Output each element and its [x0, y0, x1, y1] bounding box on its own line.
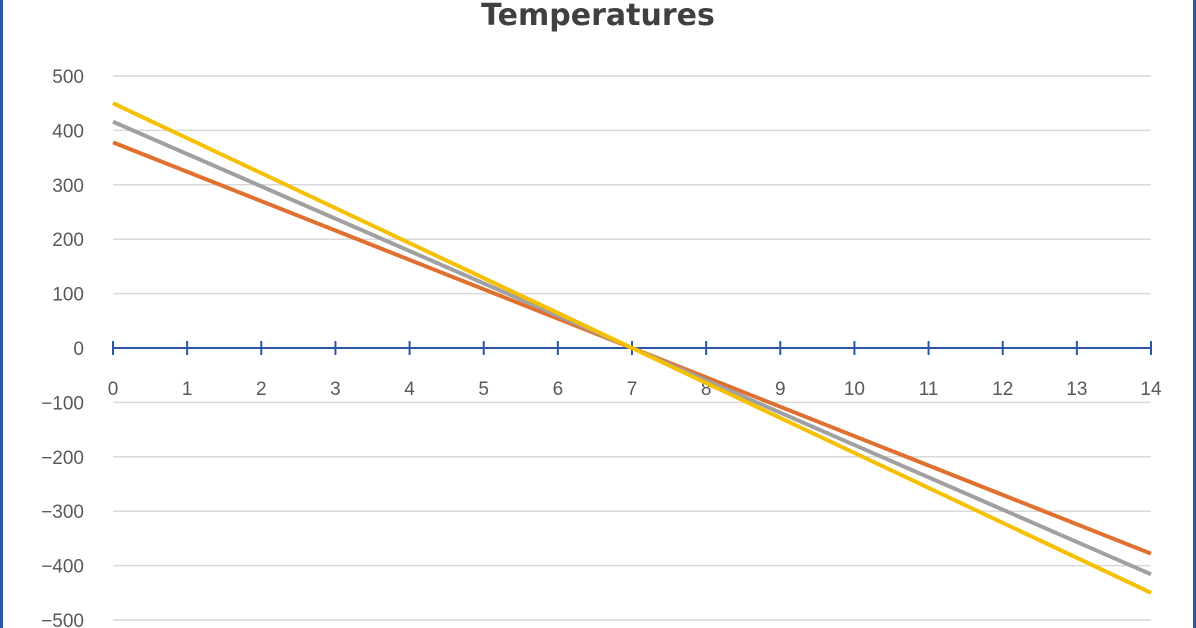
y-tick-label: −500	[41, 611, 84, 628]
y-tick-label: −100	[41, 393, 84, 414]
y-tick-label: −400	[41, 557, 84, 578]
x-tick-label: 6	[553, 379, 564, 400]
x-tick-label: 2	[256, 379, 267, 400]
x-tick-label: 3	[330, 379, 341, 400]
x-tick-label: 9	[775, 379, 786, 400]
chart-title: Temperatures	[481, 0, 715, 33]
x-tick-label: 12	[992, 379, 1013, 400]
x-tick-label: 1	[182, 379, 193, 400]
x-tick-label: 7	[627, 379, 638, 400]
x-tick-label: 8	[701, 379, 712, 400]
y-tick-label: −300	[41, 502, 84, 523]
x-tick-label: 10	[844, 379, 865, 400]
y-tick-label: 500	[52, 67, 84, 88]
x-tick-label: 11	[919, 379, 939, 400]
x-tick-label: 0	[108, 379, 119, 400]
y-tick-label: 400	[52, 121, 84, 142]
x-tick-label: 4	[404, 379, 415, 400]
series-line-3	[112, 101, 1152, 595]
y-tick-label: 300	[52, 176, 84, 197]
y-tick-label: 0	[73, 339, 84, 360]
x-tick-label: 14	[1140, 379, 1162, 400]
y-tick-label: 100	[52, 285, 84, 306]
y-tick-label: 200	[52, 230, 84, 251]
y-tick-label: −200	[41, 448, 84, 469]
x-tick-label: 5	[478, 379, 489, 400]
x-tick-label: 13	[1066, 379, 1087, 400]
